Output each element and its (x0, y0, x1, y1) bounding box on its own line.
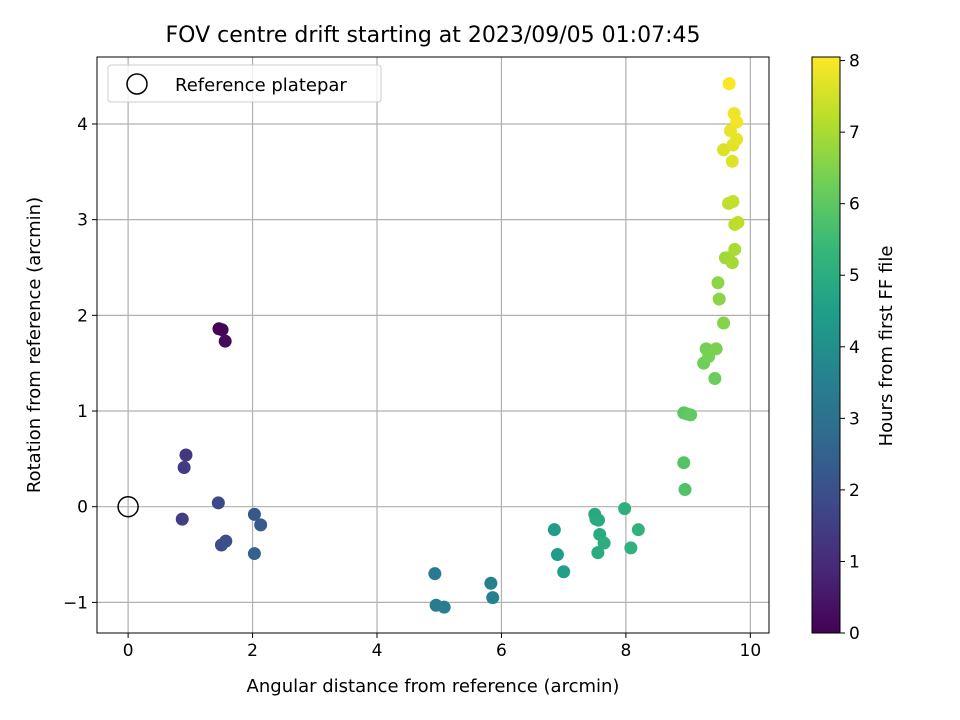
data-point (722, 77, 736, 91)
data-point (709, 342, 723, 356)
reference-platepar-marker (117, 495, 139, 518)
legend-label-reference: Reference platepar (175, 75, 347, 96)
data-point (726, 194, 740, 208)
data-point (592, 513, 606, 527)
y-tick-label: 2 (77, 306, 88, 326)
x-axis-ticks: 0 2 4 6 8 10 (123, 633, 761, 661)
colorbar-tick-label: 7 (849, 123, 860, 143)
data-point (428, 567, 442, 581)
colorbar (811, 56, 841, 634)
data-point (175, 512, 189, 526)
data-point (484, 576, 498, 590)
data-point (215, 323, 229, 337)
legend-box (107, 64, 382, 103)
y-axis-ticks: −1 0 1 2 3 4 (63, 115, 97, 613)
data-point (725, 154, 739, 168)
x-axis-label: Angular distance from reference (arcmin) (247, 676, 620, 697)
data-point (678, 482, 692, 496)
data-point (547, 523, 561, 537)
data-point (631, 523, 645, 537)
x-tick-label: 0 (123, 641, 134, 661)
colorbar-tick-label: 4 (849, 338, 860, 358)
data-point (677, 456, 691, 470)
x-tick-label: 4 (372, 641, 383, 661)
data-point (730, 115, 744, 129)
colorbar-tick-label: 0 (849, 624, 860, 644)
colorbar-tick-label: 3 (849, 409, 860, 429)
data-point (684, 408, 698, 422)
colorbar-tick-label: 2 (849, 481, 860, 501)
data-point (437, 600, 451, 614)
data-point (219, 534, 233, 548)
data-points (175, 77, 745, 614)
reference-marker-layer (117, 495, 139, 518)
data-point (557, 565, 571, 579)
data-point (717, 316, 731, 330)
data-point (486, 591, 500, 605)
data-point (711, 276, 725, 290)
data-point (218, 334, 232, 348)
colorbar-ticks: 0 1 2 3 4 5 6 7 8 (840, 52, 860, 644)
data-point (597, 536, 611, 550)
y-tick-label: −1 (63, 593, 88, 613)
legend: Reference platepar (107, 64, 382, 103)
data-point (624, 541, 638, 555)
y-axis-label: Rotation from reference (arcmin) (24, 197, 45, 493)
chart-title: FOV centre drift starting at 2023/09/05 … (166, 23, 701, 48)
data-point (708, 371, 722, 385)
colorbar-tick-label: 5 (849, 266, 860, 286)
data-point (179, 448, 193, 462)
data-point (550, 548, 564, 562)
x-tick-label: 10 (740, 641, 762, 661)
grid (97, 57, 769, 633)
x-tick-label: 6 (496, 641, 507, 661)
y-tick-label: 0 (77, 498, 88, 518)
data-point (247, 507, 261, 521)
y-tick-label: 3 (77, 211, 88, 231)
y-tick-label: 4 (77, 115, 88, 135)
data-point (731, 216, 745, 230)
data-point (712, 292, 726, 306)
data-point (591, 546, 605, 560)
colorbar-tick-label: 6 (849, 195, 860, 215)
plot-frame (96, 56, 770, 634)
data-point (254, 518, 268, 532)
data-point (247, 547, 261, 561)
data-point (618, 502, 632, 516)
x-tick-label: 2 (247, 641, 258, 661)
colorbar-tick-label: 1 (849, 552, 860, 572)
legend-marker-reference (126, 73, 148, 95)
colorbar-label: Hours from first FF file (876, 246, 897, 447)
data-point (211, 496, 225, 510)
data-point (725, 256, 739, 270)
data-point (728, 242, 742, 256)
data-point (177, 460, 191, 474)
y-tick-label: 1 (77, 402, 88, 422)
x-tick-label: 8 (620, 641, 631, 661)
colorbar-tick-label: 8 (849, 52, 860, 72)
